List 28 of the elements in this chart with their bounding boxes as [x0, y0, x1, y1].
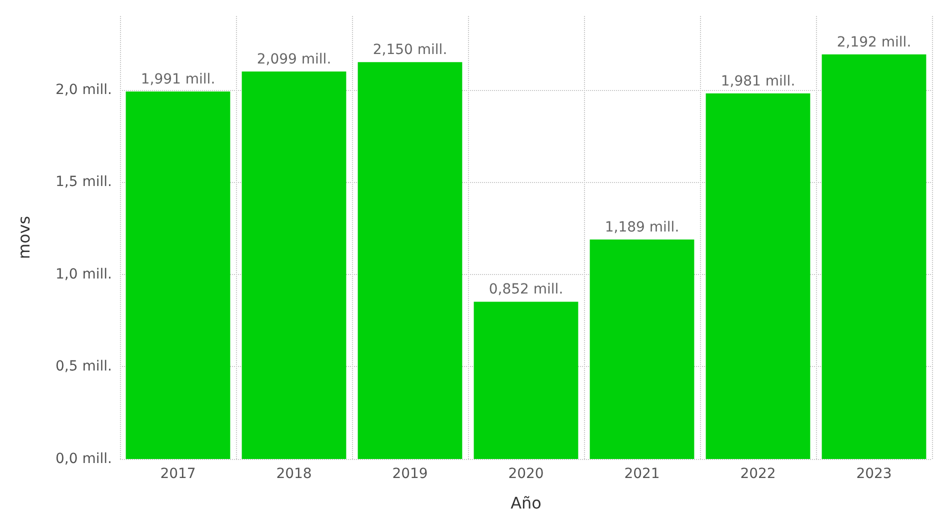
y-axis-title: movs	[14, 216, 34, 260]
x-tick-label: 2019	[392, 466, 428, 482]
data-label: 0,852 mill.	[488, 282, 564, 298]
bar	[242, 72, 346, 459]
bar	[590, 240, 694, 459]
bar	[126, 91, 230, 459]
x-tick-label: 2017	[160, 466, 196, 482]
x-tick-label: 2018	[276, 466, 312, 482]
data-label: 2,099 mill.	[256, 52, 332, 68]
y-tick-label: 2,0 mill.	[56, 82, 112, 98]
data-label: 2,192 mill.	[836, 34, 912, 50]
x-axis-title: Año	[510, 494, 542, 512]
data-label: 2,150 mill.	[372, 42, 448, 58]
data-label: 1,981 mill.	[720, 73, 796, 90]
x-tick-label: 2020	[508, 466, 544, 482]
y-tick-label: 1,0 mill.	[56, 266, 112, 282]
x-tick-label: 2023	[856, 466, 892, 482]
y-tick-label: 0,0 mill.	[56, 451, 112, 467]
x-tick-label: 2022	[740, 466, 776, 482]
data-label: 1,189 mill.	[604, 220, 680, 236]
bar	[358, 62, 462, 459]
y-tick-label: 1,5 mill.	[56, 174, 112, 190]
y-tick-label: 0,5 mill.	[56, 358, 112, 375]
bar	[822, 54, 926, 459]
bar	[474, 302, 578, 459]
data-label: 1,991 mill.	[140, 71, 216, 88]
bar	[706, 93, 810, 459]
x-tick-label: 2021	[624, 466, 660, 482]
